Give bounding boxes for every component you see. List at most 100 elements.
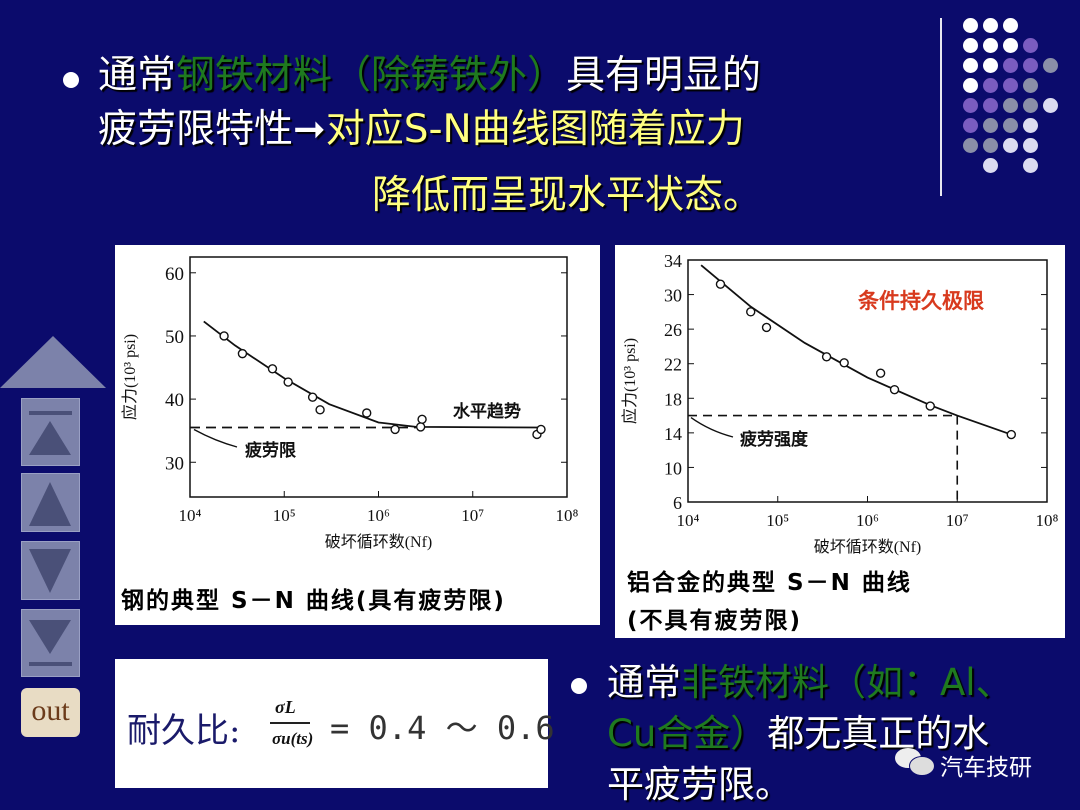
- data-point: [315, 405, 325, 415]
- highlight-text: 非铁材料（如：Al、: [681, 661, 1013, 704]
- text: 都无真正的水: [767, 712, 990, 755]
- endurance-ratio-box: 耐久比: σL σu(ts) = 0.4 ～ 0.6: [115, 659, 555, 788]
- data-point: [925, 401, 935, 411]
- x-tick-label: 10⁴: [677, 511, 700, 530]
- decorative-dot: [963, 78, 978, 93]
- chart-caption-line2: (不具有疲劳限): [627, 608, 803, 634]
- previous-slide-button[interactable]: [21, 473, 80, 532]
- annotation-arrow: [193, 428, 238, 448]
- arrow-icon: ➞: [293, 107, 326, 152]
- data-point: [307, 392, 318, 402]
- plot-frame: [189, 256, 568, 498]
- fit-curve: [700, 264, 1012, 436]
- decorative-dot: [1003, 118, 1018, 133]
- y-tick-label: 22: [664, 355, 682, 375]
- decorative-dot: [1023, 138, 1038, 153]
- annotation-conditional-endurance-limit: 条件持久极限: [858, 289, 984, 313]
- decorative-dot: [1023, 158, 1038, 173]
- out-label: out: [31, 694, 70, 727]
- data-point: [536, 424, 546, 435]
- text: 疲劳限特性: [98, 107, 294, 152]
- data-point: [761, 322, 772, 333]
- decorative-dot: [1043, 58, 1058, 73]
- steel-sn-chart: 10⁴ 10⁵ 10⁶ 10⁷ 10⁸ 30 40 50 60 破坏循环数(Nf) 应力(10³ p…: [120, 256, 579, 551]
- decorative-dot: [983, 38, 998, 53]
- data-point: [746, 307, 756, 317]
- decorative-dot: [1003, 98, 1018, 113]
- x-tick-label: 10⁷: [461, 506, 484, 525]
- decorative-dot: [1003, 138, 1018, 153]
- y-tick-label: 30: [165, 453, 184, 474]
- decorative-dot: [963, 138, 978, 153]
- y-tick-label: 60: [165, 264, 184, 285]
- fraction-numerator: σL: [275, 697, 296, 717]
- aluminum-sn-chart-panel: 10⁴ 10⁵ 10⁶ 10⁷ 10⁸ 6 10 14 18 22 26 30 34 破坏循环数(Nf) 应…: [615, 245, 1065, 638]
- x-tick-label: 10⁴: [179, 506, 202, 525]
- decorative-dot: [983, 78, 998, 93]
- decorative-dot: [1003, 58, 1018, 73]
- y-tick-label: 14: [664, 424, 682, 444]
- data-point: [415, 422, 426, 432]
- decorative-dot: [983, 138, 998, 153]
- bullet-dot: [63, 72, 79, 88]
- y-tick-label: 30: [664, 286, 682, 306]
- y-tick-label: 18: [664, 389, 682, 409]
- decorative-dot: [983, 18, 998, 33]
- decorative-dot: [1003, 18, 1018, 33]
- data-point: [219, 331, 229, 341]
- annotation-horizontal-trend: 水平趋势: [453, 401, 521, 421]
- decorative-dot: [963, 38, 978, 53]
- data-point: [889, 384, 900, 395]
- chart-caption: 钢的典型 S－N 曲线(具有疲劳限): [121, 588, 506, 614]
- text: 具有明显的: [566, 53, 762, 98]
- bullet2-line1: 通常非铁材料（如：Al、: [607, 659, 1013, 707]
- decorative-dot: [1023, 38, 1038, 53]
- last-slide-button[interactable]: [21, 609, 80, 677]
- wechat-icon: [895, 748, 939, 778]
- x-tick-label: 10⁷: [946, 511, 969, 530]
- y-tick-label: 10: [664, 458, 682, 478]
- y-axis-label: 应力(10³ psi): [620, 338, 639, 424]
- x-tick-label: 10⁵: [273, 506, 296, 525]
- decorative-dot: [963, 118, 978, 133]
- decorative-dot: [963, 98, 978, 113]
- steel-sn-chart-panel: 10⁴ 10⁵ 10⁶ 10⁷ 10⁸ 30 40 50 60 破坏循环数(Nf) 应力(10³ p…: [115, 245, 600, 625]
- out-button[interactable]: out: [21, 688, 80, 737]
- highlight-text: 钢铁材料（除铸铁外）: [176, 53, 567, 98]
- bullet1-line3: 降低而呈现水平状态。: [372, 173, 763, 218]
- fraction-denominator: σu(ts): [272, 729, 314, 748]
- decorative-dot: [983, 98, 998, 113]
- decorative-dot: [1003, 38, 1018, 53]
- bullet2-line2: Cu合金）都无真正的水: [607, 710, 989, 758]
- y-tick-label: 50: [165, 327, 184, 348]
- y-tick-label: 34: [664, 251, 682, 271]
- next-slide-icon: [29, 549, 71, 593]
- bullet2-line3: 平疲劳限。: [607, 763, 792, 806]
- data-point: [237, 348, 248, 359]
- first-slide-icon: [29, 411, 72, 415]
- data-point: [839, 358, 849, 368]
- decorative-dot: [1003, 78, 1018, 93]
- decorative-dot: [1023, 58, 1038, 73]
- decorative-dot: [963, 18, 978, 33]
- data-point: [821, 352, 832, 362]
- data-point: [390, 424, 400, 435]
- decorative-dot: [983, 58, 998, 73]
- y-axis-label: 应力(10³ psi): [120, 334, 139, 420]
- y-tick-label: 6: [673, 493, 682, 513]
- x-axis-label: 破坏循环数(Nf): [814, 538, 922, 556]
- text: 通常: [98, 53, 177, 98]
- watermark-text: 汽车技研: [940, 755, 1032, 781]
- annotation-fatigue-strength: 疲劳强度: [740, 429, 809, 449]
- first-slide-button[interactable]: [21, 398, 80, 466]
- x-tick-label: 10⁶: [367, 506, 390, 525]
- decorative-dot: [1023, 78, 1038, 93]
- last-slide-icon: [29, 620, 71, 654]
- next-slide-button[interactable]: [21, 541, 80, 600]
- data-point: [267, 364, 278, 374]
- chart-caption-line1: 铝合金的典型 S－N 曲线: [627, 570, 912, 596]
- up-large-button[interactable]: [0, 336, 106, 388]
- aluminum-sn-chart: 10⁴ 10⁵ 10⁶ 10⁷ 10⁸ 6 10 14 18 22 26 30 34 破坏循环数(Nf) 应…: [620, 251, 1059, 556]
- bullet1-line1: 通常钢铁材料（除铸铁外）具有明显的: [98, 52, 761, 100]
- data-point: [362, 408, 372, 418]
